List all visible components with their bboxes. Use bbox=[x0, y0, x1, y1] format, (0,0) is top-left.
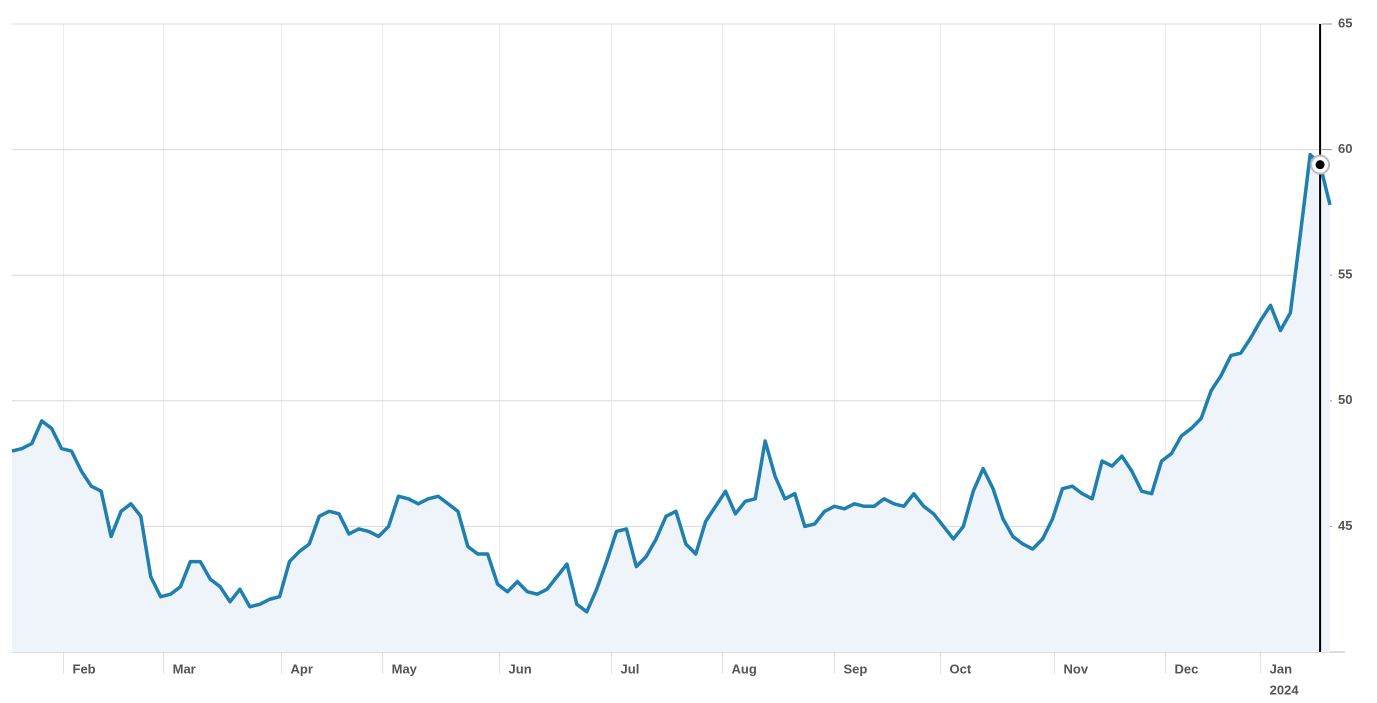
y-tick-label: 45 bbox=[1338, 518, 1352, 533]
y-tick-label: 50 bbox=[1338, 392, 1352, 407]
line bbox=[11, 152, 1332, 614]
x-year-label: 2024 bbox=[1270, 682, 1300, 697]
x-tick-label: Mar bbox=[173, 661, 196, 676]
y-tick-label: 65 bbox=[1338, 15, 1352, 30]
x-tick-label: Sep bbox=[844, 661, 868, 676]
y-tick-label: 60 bbox=[1338, 141, 1352, 156]
x-tick-label: Dec bbox=[1174, 661, 1198, 676]
x-tick-label: Oct bbox=[950, 661, 972, 676]
area bbox=[12, 154, 1330, 652]
x-tick-label: Jan bbox=[1270, 661, 1292, 676]
x-tick-label: Jul bbox=[621, 661, 640, 676]
x-tick-label: May bbox=[392, 661, 418, 676]
y-tick-label: 55 bbox=[1338, 267, 1352, 282]
x-tick-label: Feb bbox=[73, 661, 96, 676]
x-tick-label: Nov bbox=[1064, 661, 1089, 676]
x-tick-label: Apr bbox=[291, 661, 313, 676]
highlight-dot bbox=[1315, 160, 1325, 170]
x-tick-label: Aug bbox=[732, 661, 757, 676]
x-tick-label: Jun bbox=[509, 661, 532, 676]
